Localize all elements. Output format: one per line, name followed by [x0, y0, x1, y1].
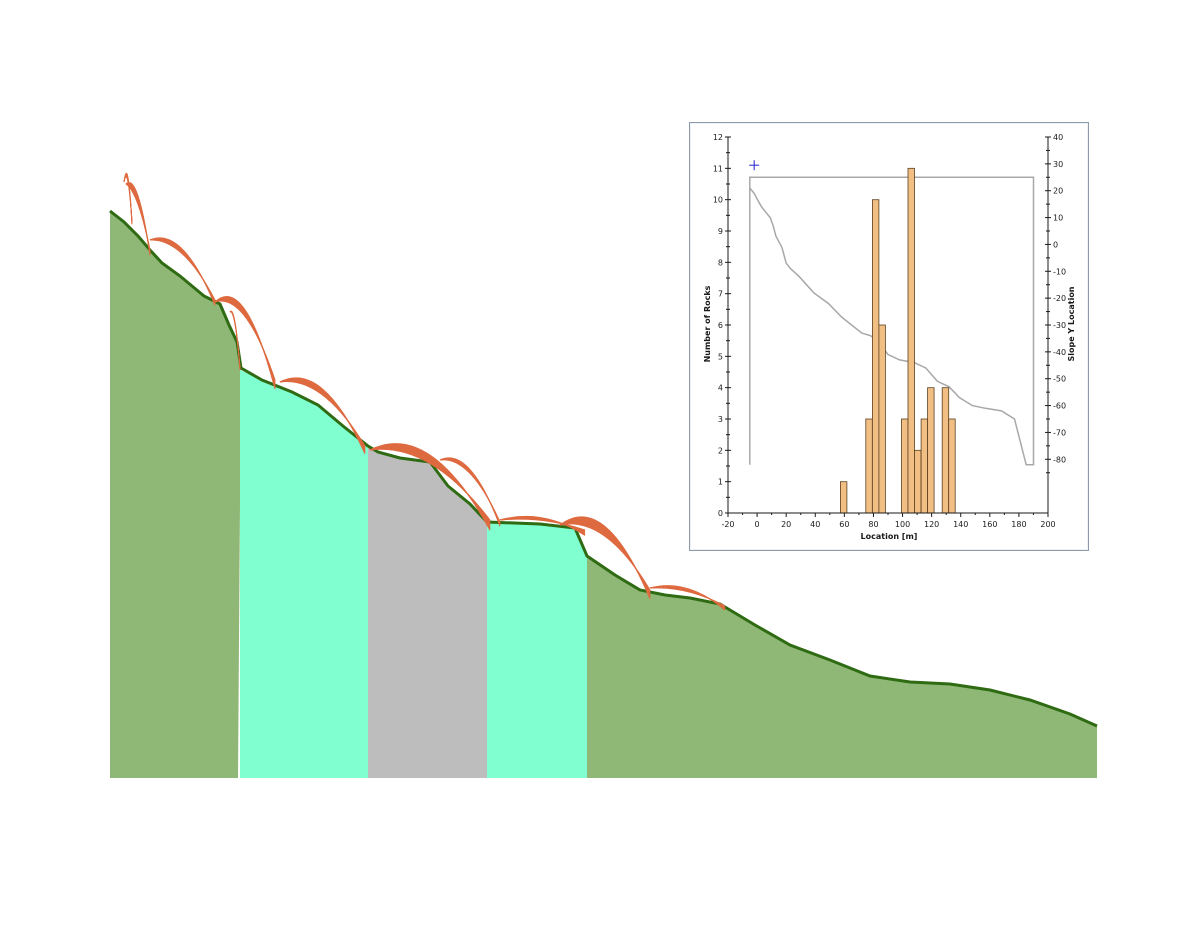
y2-axis-title: Slope Y Location	[1067, 286, 1076, 361]
x-tick-label: 100	[895, 520, 910, 529]
x-tick-label: 60	[839, 520, 849, 529]
x-tick-label: 140	[953, 520, 968, 529]
y2-tick-label: -10	[1053, 267, 1066, 276]
y2-tick-label: 40	[1053, 133, 1063, 142]
rock-trajectory-path	[559, 516, 651, 600]
y2-tick-label: -20	[1053, 294, 1066, 303]
y-tick-label: 11	[713, 164, 723, 173]
rock-trajectories	[123, 172, 726, 611]
rock-trajectory-path	[369, 443, 491, 531]
y2-tick-label: -80	[1053, 455, 1066, 464]
y2-tick-label: 10	[1053, 214, 1063, 223]
x-axis-ticks: -20 0 20 40 60 80 100 120 140 160 180 200	[721, 513, 1056, 529]
histogram-bar	[941, 387, 950, 514]
y2-axis-ticks: -80 -70 -60 -50 -40 -30 -20 -10 0 10 20 30 40	[1045, 133, 1066, 474]
y-tick-label: 3	[718, 415, 723, 424]
y-tick-label: 12	[713, 133, 723, 142]
rock-trajectory-path	[439, 457, 501, 527]
y-tick-label: 4	[718, 384, 723, 393]
slope-materials	[110, 211, 1097, 778]
rock-trajectory-path	[123, 172, 133, 225]
histogram-bar	[878, 324, 886, 514]
x-tick-label: 40	[810, 520, 820, 529]
rock-trajectory-path	[279, 377, 366, 455]
x-tick-label: 160	[982, 520, 997, 529]
x-tick-label: 0	[755, 520, 760, 529]
histogram-bar	[871, 199, 880, 514]
x-tick-label: 80	[868, 520, 878, 529]
histogram-plot: -20 0 20 40 60 80 100 120 140 160 180 200 012345678…	[691, 124, 1087, 549]
y-tick-label: 2	[718, 446, 723, 455]
histogram-bar	[865, 418, 873, 514]
rock-trajectory-path	[499, 515, 586, 536]
y-tick-label: 6	[718, 321, 723, 330]
y-tick-label: 1	[718, 478, 723, 487]
y-tick-label: 9	[718, 227, 723, 236]
slope-profile-line	[749, 176, 1035, 466]
y2-tick-label: 0	[1053, 240, 1058, 249]
rock-trajectory-path	[214, 296, 276, 390]
histogram-bar	[907, 167, 915, 514]
histogram-bar	[914, 449, 922, 514]
y2-tick-label: -30	[1053, 321, 1066, 330]
y2-tick-label: 30	[1053, 160, 1063, 169]
rock-trajectory-path	[229, 310, 241, 370]
rock-trajectory-path	[649, 585, 726, 611]
histogram-bar	[948, 418, 956, 514]
y2-tick-label: -40	[1053, 348, 1066, 357]
x-tick-label: 120	[924, 520, 939, 529]
x-tick-label: -20	[721, 520, 734, 529]
material-layer-gray	[368, 446, 487, 778]
x-tick-label: 200	[1040, 520, 1055, 529]
y-tick-label: 0	[718, 509, 723, 518]
y-tick-label: 7	[718, 290, 723, 299]
y-tick-label: 8	[718, 258, 723, 267]
y2-tick-label: -50	[1053, 375, 1066, 384]
histogram-bar	[927, 387, 935, 514]
slope-ground-material	[587, 556, 1097, 778]
plot-background	[691, 124, 1087, 549]
y2-tick-label: -70	[1053, 428, 1066, 437]
slope-surface-outline	[109, 209, 1098, 728]
slope-ground-material	[110, 211, 241, 778]
material-layer-cyan	[487, 522, 587, 778]
y2-tick-label: -60	[1053, 402, 1066, 411]
material-layer-cyan	[240, 370, 368, 778]
y-tick-label: 5	[718, 352, 723, 361]
rock-trajectory-path	[149, 237, 216, 306]
x-tick-label: 180	[1011, 520, 1026, 529]
x-tick-label: 20	[781, 520, 791, 529]
x-axis-title: Location [m]	[861, 532, 918, 541]
histogram-bar	[920, 418, 929, 514]
y-axis-title: Number of Rocks	[703, 285, 712, 362]
histogram-bar	[839, 481, 848, 514]
y2-tick-label: 20	[1053, 187, 1063, 196]
histogram-bar	[901, 418, 909, 514]
y-tick-label: 10	[713, 196, 723, 205]
